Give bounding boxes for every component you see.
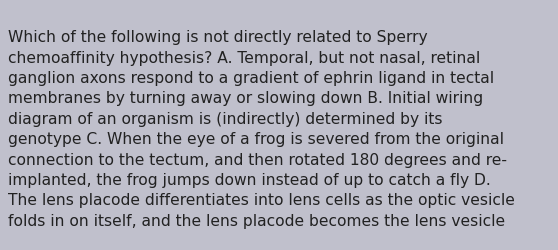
Text: Which of the following is not directly related to Sperry
chemoaffinity hypothesi: Which of the following is not directly r… <box>8 30 515 228</box>
